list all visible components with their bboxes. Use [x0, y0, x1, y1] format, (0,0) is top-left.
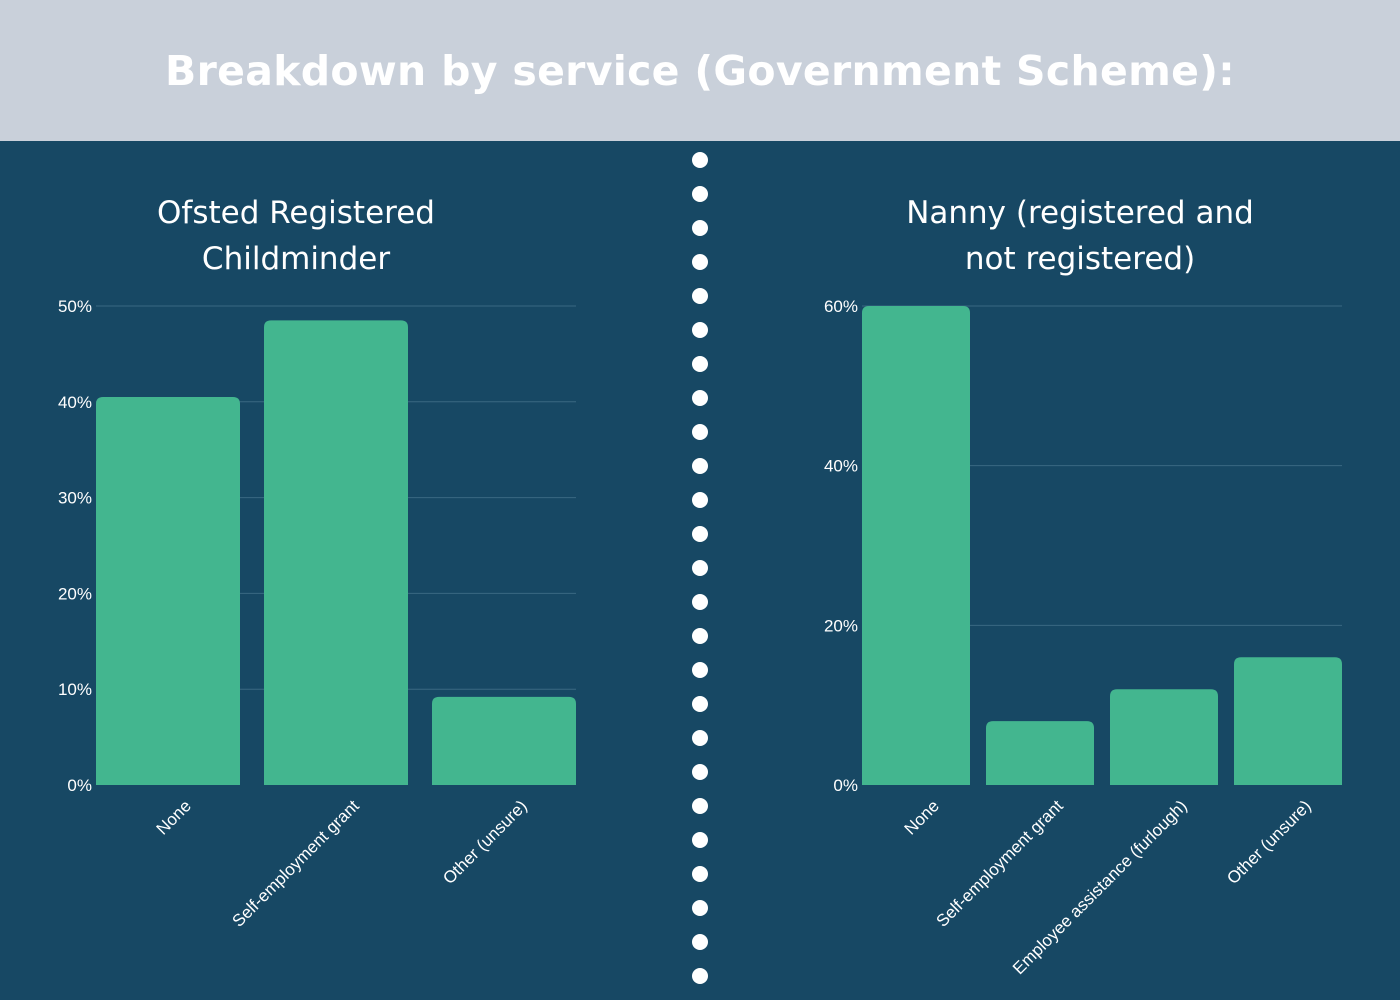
divider-dot	[692, 866, 708, 882]
chart-title-line: Ofsted Registered	[157, 195, 435, 231]
divider-dot	[692, 798, 708, 814]
divider-dot	[692, 186, 708, 202]
divider-dot	[692, 968, 708, 984]
bar	[96, 397, 240, 785]
chart-title-childminder: Ofsted Registered Childminder	[96, 190, 496, 282]
chart-title-line: Nanny (registered and	[906, 195, 1254, 231]
divider-dot	[692, 492, 708, 508]
divider-dot	[692, 696, 708, 712]
y-tick-label: 20%	[58, 584, 92, 603]
divider-dot	[692, 628, 708, 644]
divider-dot	[692, 424, 708, 440]
x-category-label: Self-employment grant	[932, 796, 1067, 931]
y-tick-label: 40%	[58, 393, 92, 412]
bar	[432, 696, 576, 785]
chart-title-nanny: Nanny (registered and not registered)	[860, 190, 1300, 282]
divider-dot	[692, 220, 708, 236]
bar	[264, 320, 408, 785]
divider-dot	[692, 390, 708, 406]
divider-dot	[692, 662, 708, 678]
divider-dot	[692, 730, 708, 746]
chart-title-line: Childminder	[201, 241, 391, 277]
y-tick-label: 40%	[824, 457, 858, 476]
divider-dot	[692, 458, 708, 474]
header-banner: Breakdown by service (Government Scheme)…	[0, 0, 1400, 141]
divider-dot	[692, 594, 708, 610]
y-tick-label: 20%	[824, 616, 858, 635]
divider-dot	[692, 832, 708, 848]
chart-title-line: not registered)	[964, 241, 1196, 277]
divider-dot	[692, 288, 708, 304]
divider-dot	[692, 900, 708, 916]
divider-dot	[692, 254, 708, 270]
y-tick-label: 50%	[58, 297, 92, 316]
bar	[1234, 657, 1342, 785]
divider-dot	[692, 356, 708, 372]
divider-dot	[692, 764, 708, 780]
childminder-bar-chart: 0%10%20%30%40%50%None Self-employment gra…	[58, 297, 576, 931]
dotted-divider	[691, 152, 709, 992]
bar	[862, 306, 970, 785]
divider-dot	[692, 152, 708, 168]
y-tick-label: 60%	[824, 297, 858, 316]
x-category-label: None	[901, 796, 943, 838]
x-category-label: Other (unsure)	[1223, 796, 1315, 888]
y-tick-label: 0%	[67, 776, 92, 795]
y-tick-label: 0%	[833, 776, 858, 795]
page-title: Breakdown by service (Government Scheme)…	[165, 46, 1235, 95]
y-tick-label: 30%	[58, 489, 92, 508]
divider-dot	[692, 934, 708, 950]
bar	[1110, 689, 1218, 785]
divider-dot	[692, 526, 708, 542]
bar	[986, 721, 1094, 785]
divider-dot	[692, 560, 708, 576]
divider-dot	[692, 322, 708, 338]
y-tick-label: 10%	[58, 680, 92, 699]
